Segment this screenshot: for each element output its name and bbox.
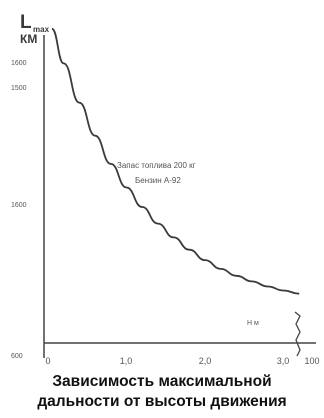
- axis-break: [294, 311, 301, 357]
- y-tick-label: 1600: [11, 60, 27, 67]
- x-tick-label: 3,0: [277, 356, 290, 366]
- x-axis-label: Н м: [247, 320, 259, 327]
- annotation-fuel: Запас топлива 200 кг: [117, 161, 196, 170]
- y-tick-label: 1600: [11, 202, 27, 209]
- x-tick-label: 100: [304, 356, 319, 366]
- y-axis-label-main: L: [20, 12, 32, 33]
- chart: L max КМ 1600 1500 1600 600 0 1,0 2,0 3,…: [11, 12, 320, 366]
- x-tick-label: 1,0: [120, 356, 133, 366]
- y-axis-unit: КМ: [20, 32, 37, 46]
- caption-line: дальности от высоты движения: [37, 393, 287, 410]
- series-line: [51, 27, 300, 295]
- caption: Зависимость максимальной дальности от вы…: [0, 372, 324, 412]
- y-tick-label: 600: [11, 353, 23, 360]
- x-tick-label: 2,0: [199, 356, 212, 366]
- caption-line: Зависимость максимальной: [52, 373, 272, 390]
- annotation-gasoline: Бензин А-92: [135, 176, 181, 185]
- y-axis-label-sub: max: [33, 25, 50, 34]
- y-tick-label: 1500: [11, 85, 27, 92]
- x-tick-label: 0: [45, 356, 50, 366]
